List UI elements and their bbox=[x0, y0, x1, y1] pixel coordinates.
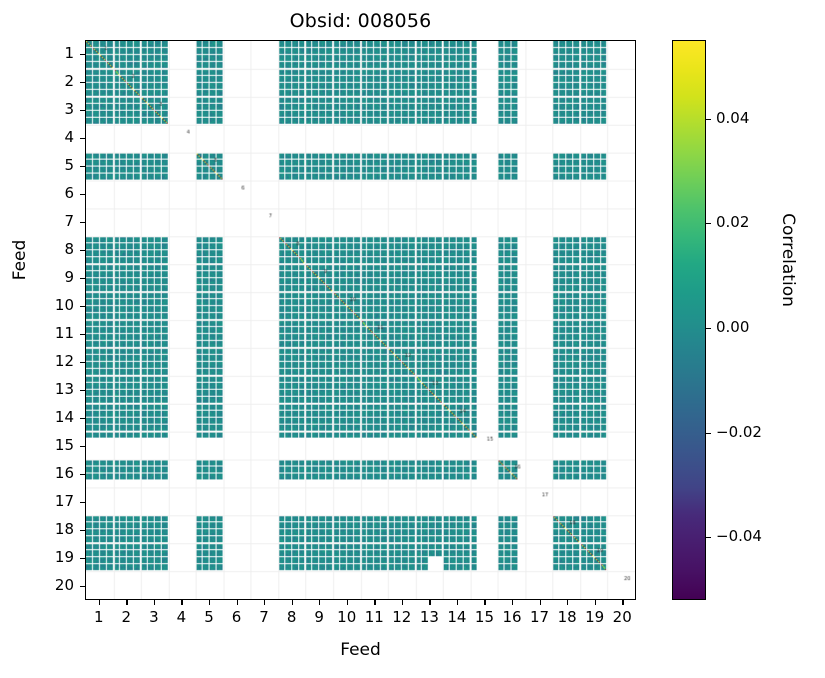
x-tick-label-2: 2 bbox=[121, 608, 132, 626]
x-tick-label-8: 8 bbox=[286, 608, 297, 626]
x-tick-label-11: 11 bbox=[364, 608, 384, 626]
y-tick-15 bbox=[80, 446, 85, 448]
y-tick-label-14: 14 bbox=[54, 408, 74, 426]
x-tick-label-12: 12 bbox=[392, 608, 412, 626]
x-tick-10 bbox=[346, 600, 349, 605]
y-tick-label-8: 8 bbox=[64, 240, 74, 258]
x-axis-label: Feed bbox=[340, 640, 381, 660]
colorbar-tick--0.02 bbox=[706, 432, 711, 434]
colorbar-tick-0.00 bbox=[706, 327, 711, 330]
x-tick-label-6: 6 bbox=[231, 608, 242, 626]
colorbar-label: Correlation bbox=[778, 213, 798, 307]
x-tick-label-5: 5 bbox=[204, 608, 214, 626]
colorbar-tick-label-0.00: 0.00 bbox=[716, 317, 750, 336]
correlation-matrix-image bbox=[86, 41, 635, 599]
y-tick-label-1: 1 bbox=[64, 44, 74, 62]
colorbar-tick-label--0.04: −0.04 bbox=[716, 527, 762, 546]
y-tick-5 bbox=[80, 166, 85, 168]
y-tick-12 bbox=[80, 362, 85, 364]
y-tick-16 bbox=[80, 474, 85, 476]
x-tick-11 bbox=[374, 600, 376, 605]
y-axis-label: Feed bbox=[10, 239, 30, 281]
y-tick-17 bbox=[80, 502, 85, 504]
x-tick-label-19: 19 bbox=[585, 608, 605, 626]
y-tick-9 bbox=[80, 278, 85, 280]
x-tick-1 bbox=[98, 600, 101, 605]
colorbar-tick-label-0.04: 0.04 bbox=[716, 108, 750, 127]
y-tick-label-15: 15 bbox=[54, 436, 74, 454]
x-tick-6 bbox=[236, 600, 238, 605]
y-tick-20 bbox=[80, 586, 85, 588]
y-tick-label-13: 13 bbox=[54, 380, 74, 398]
x-tick-label-7: 7 bbox=[259, 608, 269, 626]
y-tick-label-20: 20 bbox=[54, 576, 74, 594]
y-tick-11 bbox=[80, 334, 85, 336]
x-tick-label-3: 3 bbox=[149, 608, 159, 626]
x-tick-18 bbox=[567, 600, 569, 605]
x-tick-label-14: 14 bbox=[447, 608, 467, 626]
x-tick-19 bbox=[594, 600, 596, 605]
y-tick-8 bbox=[80, 250, 85, 252]
y-tick-7 bbox=[80, 222, 85, 224]
y-tick-6 bbox=[80, 194, 85, 196]
y-tick-label-18: 18 bbox=[54, 520, 74, 538]
x-tick-label-17: 17 bbox=[530, 608, 550, 626]
x-tick-label-9: 9 bbox=[314, 608, 324, 626]
y-tick-label-6: 6 bbox=[64, 184, 74, 202]
colorbar-tick-0.04 bbox=[706, 118, 711, 120]
heatmap-axes bbox=[85, 40, 636, 600]
y-tick-13 bbox=[80, 390, 85, 392]
y-tick-14 bbox=[80, 418, 85, 420]
x-tick-label-15: 15 bbox=[474, 608, 495, 626]
x-tick-label-20: 20 bbox=[612, 608, 632, 626]
y-tick-label-3: 3 bbox=[64, 100, 74, 118]
colorbar-tick-label--0.02: −0.02 bbox=[716, 422, 762, 441]
x-tick-16 bbox=[512, 600, 514, 605]
x-tick-2 bbox=[126, 600, 128, 605]
y-tick-label-11: 11 bbox=[54, 324, 74, 342]
x-tick-label-13: 13 bbox=[419, 608, 439, 626]
y-tick-label-17: 17 bbox=[54, 492, 74, 510]
x-tick-20 bbox=[622, 600, 624, 605]
y-tick-3 bbox=[80, 110, 85, 112]
y-tick-label-10: 10 bbox=[54, 296, 74, 314]
x-tick-label-18: 18 bbox=[557, 608, 577, 626]
y-tick-19 bbox=[80, 558, 85, 560]
colorbar-tick--0.04 bbox=[706, 537, 711, 539]
x-tick-label-4: 4 bbox=[176, 608, 187, 626]
x-tick-label-1: 1 bbox=[93, 608, 104, 626]
y-tick-label-2: 2 bbox=[64, 72, 74, 90]
x-tick-13 bbox=[429, 600, 431, 605]
colorbar bbox=[672, 40, 706, 600]
y-tick-1 bbox=[80, 54, 85, 56]
x-tick-12 bbox=[401, 600, 404, 605]
x-tick-8 bbox=[291, 600, 293, 605]
y-tick-2 bbox=[80, 82, 85, 84]
x-tick-4 bbox=[181, 600, 183, 605]
y-tick-label-16: 16 bbox=[54, 464, 74, 482]
y-tick-18 bbox=[80, 530, 85, 532]
colorbar-tick-0.02 bbox=[706, 223, 711, 225]
x-tick-7 bbox=[264, 600, 266, 605]
y-tick-label-19: 19 bbox=[54, 548, 74, 566]
y-tick-label-5: 5 bbox=[64, 156, 74, 174]
x-tick-label-10: 10 bbox=[337, 608, 357, 626]
x-tick-17 bbox=[539, 600, 541, 605]
x-tick-14 bbox=[456, 600, 459, 605]
x-tick-5 bbox=[208, 600, 211, 605]
x-tick-label-16: 16 bbox=[502, 608, 522, 626]
x-tick-3 bbox=[153, 600, 156, 605]
plot-title: Obsid: 008056 bbox=[289, 10, 432, 32]
y-tick-label-9: 9 bbox=[64, 268, 74, 286]
y-tick-10 bbox=[80, 306, 85, 308]
y-tick-label-12: 12 bbox=[54, 352, 74, 370]
y-tick-label-7: 7 bbox=[64, 212, 74, 230]
colorbar-tick-label-0.02: 0.02 bbox=[716, 213, 750, 232]
x-tick-15 bbox=[484, 600, 486, 605]
x-tick-9 bbox=[319, 600, 321, 605]
y-tick-label-4: 4 bbox=[64, 128, 74, 146]
y-tick-4 bbox=[80, 138, 85, 140]
